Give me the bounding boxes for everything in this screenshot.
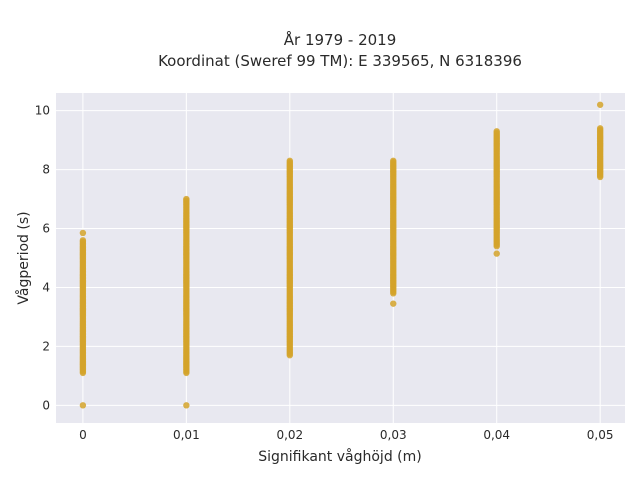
y-tick-label: 4 (42, 280, 50, 294)
x-tick-label: 0,01 (173, 428, 200, 442)
y-tick-label: 10 (35, 104, 50, 118)
data-point (493, 250, 500, 257)
data-point (493, 128, 500, 135)
data-point (79, 229, 87, 237)
plot-area (56, 93, 625, 423)
data-point (390, 300, 397, 307)
y-tick-label: 2 (42, 339, 50, 353)
data-point (596, 125, 604, 132)
chart-subtitle: Koordinat (Sweref 99 TM): E 339565, N 63… (158, 52, 522, 70)
data-point (183, 402, 190, 409)
data-point (79, 402, 87, 409)
y-tick-label: 8 (42, 163, 50, 177)
x-tick-label: 0,03 (380, 428, 407, 442)
x-axis-title: Signifikant våghöjd (m) (258, 448, 421, 465)
x-tick-labels: 0 0,01 0,02 0,03 0,04 0,05 (79, 428, 613, 442)
x-tick-label: 0,02 (276, 428, 303, 442)
data-point (596, 173, 604, 181)
x-tick-label: 0 (79, 428, 87, 442)
data-point (596, 101, 604, 108)
y-tick-labels: 0 2 4 6 8 10 (35, 104, 50, 413)
data-point (390, 157, 397, 164)
y-tick-label: 6 (42, 222, 50, 236)
y-axis-title: Vågperiod (s) (15, 211, 32, 304)
data-point (286, 157, 294, 164)
scatter-points (79, 101, 604, 409)
x-tick-label: 0,05 (587, 428, 614, 442)
y-tick-label: 0 (42, 398, 50, 412)
data-point (183, 195, 190, 203)
data-point (79, 237, 87, 244)
x-tick-label: 0,04 (483, 428, 510, 442)
chart-title: År 1979 - 2019 (284, 30, 397, 49)
